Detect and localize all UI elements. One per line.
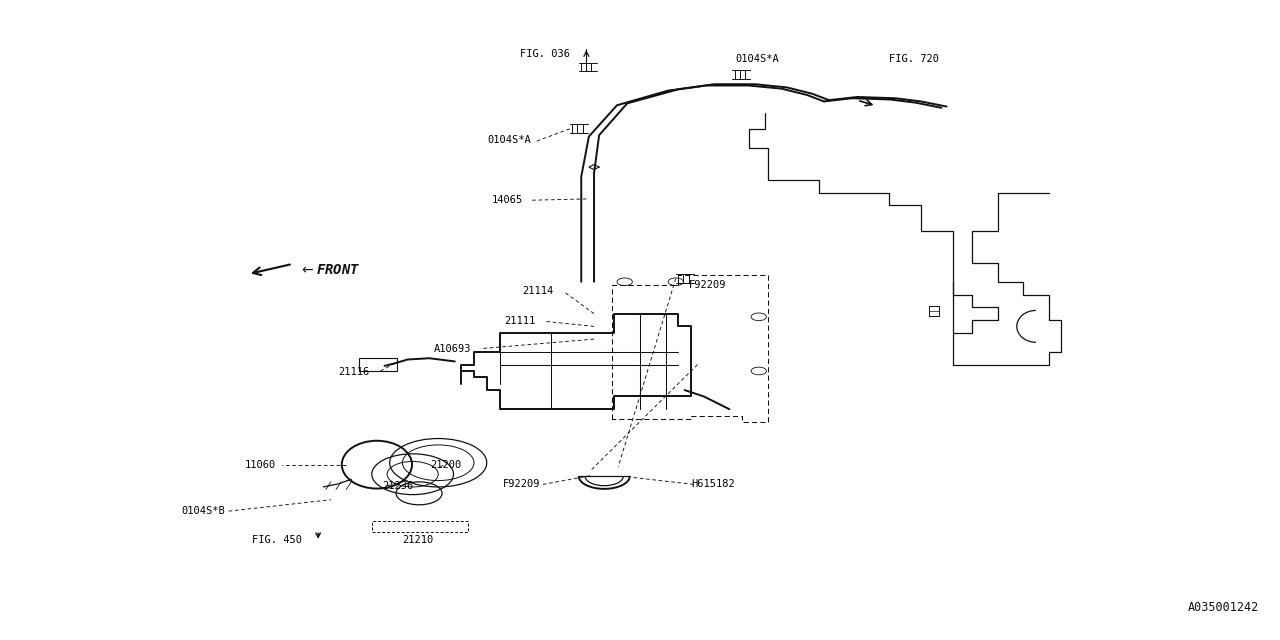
Text: 14065: 14065 xyxy=(492,195,522,205)
Text: A10693: A10693 xyxy=(434,344,471,354)
Text: F92209: F92209 xyxy=(503,479,540,490)
Bar xyxy=(358,358,397,371)
Text: 21200: 21200 xyxy=(430,460,462,470)
Text: FIG. 720: FIG. 720 xyxy=(890,54,940,64)
Text: 21116: 21116 xyxy=(338,367,369,377)
Text: 21114: 21114 xyxy=(522,286,553,296)
Text: 21210: 21210 xyxy=(402,535,434,545)
Text: $\leftarrow$FRONT: $\leftarrow$FRONT xyxy=(300,263,360,277)
Text: FIG. 036: FIG. 036 xyxy=(520,49,570,59)
Text: 21236: 21236 xyxy=(381,481,413,491)
Text: H615182: H615182 xyxy=(691,479,735,490)
Text: 0104S*A: 0104S*A xyxy=(736,54,780,64)
Text: 21111: 21111 xyxy=(504,316,535,326)
Text: FIG. 450: FIG. 450 xyxy=(252,535,302,545)
Text: 0104S*B: 0104S*B xyxy=(182,506,225,516)
Text: 0104S*A: 0104S*A xyxy=(488,135,531,145)
Text: F92209: F92209 xyxy=(689,280,726,290)
Text: A035001242: A035001242 xyxy=(1188,602,1260,614)
Text: 11060: 11060 xyxy=(244,460,276,470)
